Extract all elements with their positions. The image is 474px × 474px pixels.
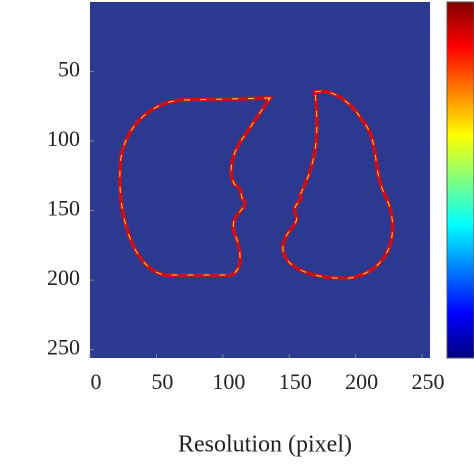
y-tick-label: 50 [58,57,80,82]
plot-area [90,2,430,358]
x-tick-label: 250 [412,369,445,394]
x-tick-label: 100 [212,369,245,394]
y-tick-label: 200 [47,265,80,290]
y-tick-label: 100 [47,126,80,151]
right-contour-highlight [282,90,394,279]
x-tick-label: 200 [345,369,378,394]
x-tick-label: 0 [91,369,102,394]
colorbar [446,1,474,359]
left-contour-highlight [119,97,271,276]
y-tick-label: 250 [47,335,80,360]
y-tick-label: 150 [47,196,80,221]
contours [117,89,395,281]
x-tick-label: 50 [151,369,173,394]
x-axis-label: Resolution (pixel) [178,432,352,458]
x-tick-label: 150 [279,369,312,394]
